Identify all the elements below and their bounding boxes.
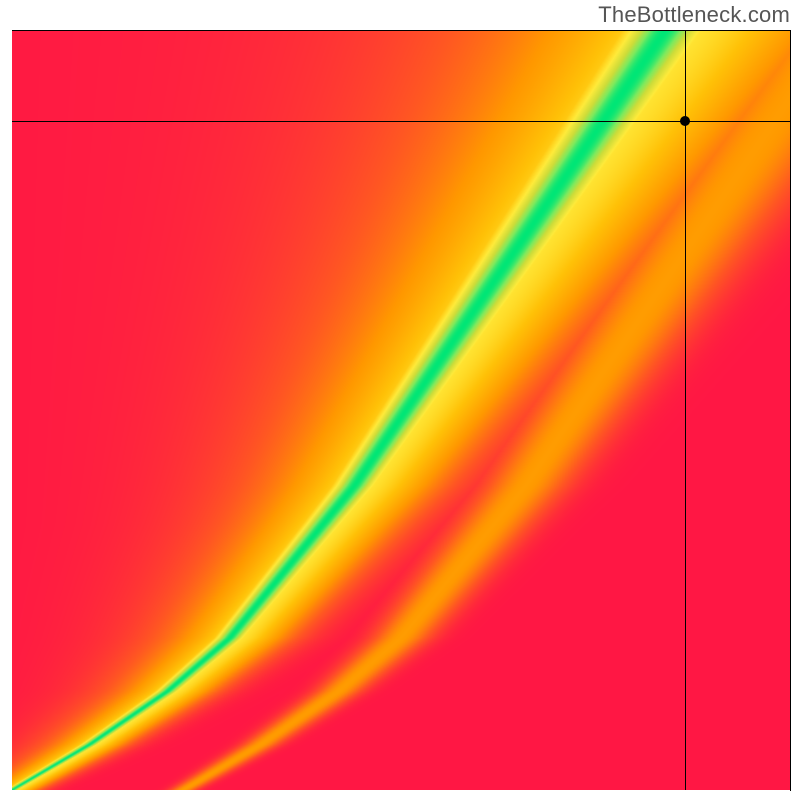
heatmap-plot [12,30,790,790]
watermark-text: TheBottleneck.com [598,2,790,28]
heatmap-canvas [12,30,790,790]
chart-container: TheBottleneck.com [0,0,800,800]
